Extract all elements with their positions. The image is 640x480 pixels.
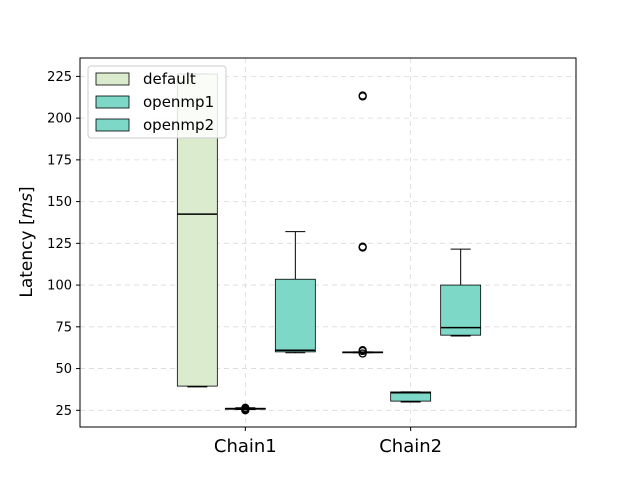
y-tick-label: 225	[47, 70, 72, 85]
y-axis-title-prefix: Latency	[17, 225, 37, 298]
y-tick-label: 100	[47, 279, 72, 294]
legend-swatch-openmp2	[95, 118, 130, 132]
y-tick-label: 75	[55, 320, 72, 335]
outlier-point	[358, 242, 367, 251]
y-tick-label: 150	[47, 195, 72, 210]
box-openmp2-Chain1	[274, 231, 316, 354]
y-axis-title-close: ]	[17, 186, 37, 193]
plot-frame	[79, 57, 577, 428]
y-axis: 25 50 75 100 125 150 175 200 225	[47, 70, 80, 419]
legend-label-default: default	[143, 70, 196, 88]
outlier-point	[358, 349, 367, 358]
box-body	[440, 284, 482, 336]
x-axis: Chain1 Chain2	[214, 427, 442, 457]
outlier-point	[358, 346, 367, 355]
box-openmp2-Chain2	[440, 248, 482, 337]
y-tick-label: 200	[47, 112, 72, 127]
y-tick-label: 125	[47, 237, 72, 252]
x-tick-label: Chain2	[379, 436, 442, 457]
box-body	[390, 391, 432, 402]
x-tick-label: Chain1	[214, 436, 277, 457]
legend-swatch-openmp1	[95, 95, 130, 109]
y-tick-label: 25	[55, 404, 72, 419]
box-openmp1-Chain1	[224, 403, 266, 415]
y-axis-title-unit: ms	[17, 193, 37, 219]
legend: default openmp1 openmp2	[87, 65, 227, 139]
y-tick-label: 50	[55, 362, 72, 377]
box-openmp1-Chain2	[390, 391, 432, 403]
outlier-point	[358, 91, 367, 100]
box-body	[274, 278, 316, 353]
y-axis-title-open: [	[17, 218, 37, 225]
box-default-Chain2	[342, 91, 384, 358]
legend-swatch-default	[95, 72, 130, 86]
legend-label-openmp2: openmp2	[143, 116, 214, 134]
legend-label-openmp1: openmp1	[143, 93, 214, 111]
y-tick-label: 175	[47, 153, 72, 168]
y-axis-title: Latency [ms]	[17, 186, 37, 297]
outlier-point	[241, 403, 250, 412]
